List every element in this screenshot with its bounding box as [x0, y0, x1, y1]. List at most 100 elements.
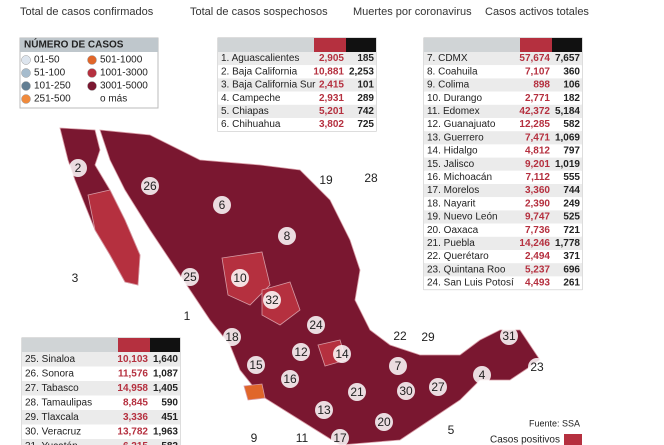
deaths: 289 [357, 93, 374, 104]
confirmed-cases: 2,771 [525, 93, 550, 104]
state-marker [528, 358, 546, 376]
table-row [424, 236, 582, 250]
state-name: 1. Aguascalientes [221, 53, 299, 64]
deaths: 101 [357, 80, 374, 91]
confirmed-cases: 2,931 [319, 93, 344, 104]
confirmed-cases: 14,246 [519, 238, 550, 249]
state-number: 24 [309, 318, 323, 332]
state-number: 31 [502, 329, 516, 343]
confirmed-cases: 2,390 [525, 198, 550, 209]
state-marker [317, 171, 335, 189]
confirmed-cases: 10,103 [117, 354, 148, 365]
confirmed-cases: 2,415 [319, 80, 344, 91]
header-label: Total de casos sospechosos [190, 6, 328, 18]
state-name: 17. Morelos [427, 185, 479, 196]
deaths: 797 [563, 146, 580, 157]
header-cell [552, 38, 582, 52]
header-cell [150, 338, 180, 352]
table-row [424, 118, 582, 132]
state-number: 12 [294, 345, 308, 359]
deaths: 742 [357, 106, 374, 117]
state-name: 13. Guerrero [427, 132, 484, 143]
source: Fuente: SSA [529, 418, 580, 428]
baja-sur [87, 189, 141, 286]
state-name: 4. Campeche [221, 93, 281, 104]
table-row [218, 118, 376, 132]
table-row [22, 366, 180, 381]
key-swatch [564, 434, 582, 445]
state-name: 2. Baja California [221, 66, 298, 77]
table-row [22, 395, 180, 410]
header-cell [118, 338, 150, 352]
state-name: 27. Tabasco [25, 383, 79, 394]
state-marker [500, 327, 518, 345]
state-number: 13 [317, 403, 331, 417]
state-name: 31. Yucatán [25, 441, 78, 445]
state-marker [333, 345, 351, 363]
confirmed-cases: 7,112 [526, 172, 551, 183]
state-marker [307, 316, 325, 334]
deaths: 1,640 [153, 354, 178, 365]
state-name: 21. Puebla [427, 238, 475, 249]
deaths: 1,019 [555, 159, 580, 170]
confirmed-cases: 2,494 [525, 251, 550, 262]
table-row [424, 197, 582, 211]
header-cell [346, 38, 376, 52]
header-label: Casos activos totales [485, 6, 589, 18]
table-row [22, 352, 180, 367]
state-marker [389, 357, 407, 375]
table-row [22, 410, 180, 425]
state-number: 20 [377, 415, 391, 429]
state-name: 16. Michoacán [427, 172, 492, 183]
confirmed-cases: 9,201 [525, 159, 550, 170]
deaths: 525 [563, 212, 580, 223]
colima-area [243, 383, 266, 401]
state-name: 15. Jalisco [427, 159, 475, 170]
table-row [22, 381, 180, 396]
legend-label: 1001-3000 [100, 68, 148, 79]
state-marker [247, 356, 265, 374]
table-row [424, 276, 582, 290]
deaths: 725 [357, 119, 374, 130]
state-marker [231, 269, 249, 287]
state-marker [442, 421, 460, 439]
confirmed-cases: 3,336 [123, 412, 148, 423]
table-row [424, 170, 582, 184]
state-marker [223, 328, 241, 346]
state-marker [278, 227, 296, 245]
state-name: 9. Colima [427, 80, 470, 91]
legend-swatch [87, 55, 97, 65]
state-name: 5. Chiapas [221, 106, 269, 117]
header-cell [520, 38, 552, 52]
deaths: 451 [161, 412, 178, 423]
table-row [424, 210, 582, 224]
state-marker [181, 268, 199, 286]
table-row [424, 263, 582, 277]
state-marker [66, 269, 84, 287]
state-marker [348, 383, 366, 401]
legend: NÚMERO DE CASOS 01-50 51-100 101-250 251-50… [19, 37, 159, 109]
state-marker [375, 413, 393, 431]
table-row [22, 424, 180, 439]
state-name: 10. Durango [427, 93, 482, 104]
table-row [424, 250, 582, 264]
table-row [424, 144, 582, 158]
table-row [424, 91, 582, 105]
state-marker [281, 370, 299, 388]
deaths: 261 [563, 278, 580, 289]
state-name: 28. Tamaulipas [25, 397, 92, 408]
state-name: 7. CDMX [427, 53, 468, 64]
confirmed-cases: 4,812 [525, 146, 550, 157]
state-name: 11. Edomex [427, 106, 480, 117]
legend-extra: o más [100, 94, 127, 105]
state-number: 22 [393, 329, 407, 343]
state-name: 14. Hidalgo [427, 146, 478, 157]
legend-swatch [21, 94, 31, 104]
state-number: 4 [479, 368, 486, 382]
state-number: 19 [319, 173, 333, 187]
deaths: 1,405 [153, 383, 178, 394]
table-row [218, 104, 376, 118]
legend-label: 101-250 [34, 81, 71, 92]
state-marker [473, 366, 491, 384]
state-number: 8 [284, 229, 291, 243]
